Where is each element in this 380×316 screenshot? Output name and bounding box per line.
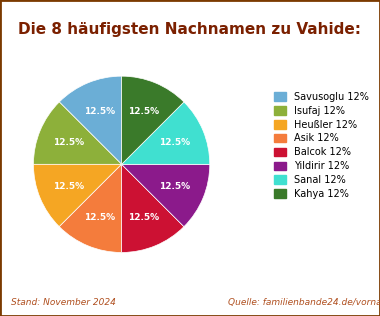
- Wedge shape: [33, 164, 122, 227]
- Wedge shape: [33, 102, 122, 164]
- Text: 12.5%: 12.5%: [159, 182, 190, 191]
- Text: 12.5%: 12.5%: [84, 107, 115, 116]
- Text: 12.5%: 12.5%: [53, 138, 84, 147]
- Text: Die 8 häufigsten Nachnamen zu Vahide:: Die 8 häufigsten Nachnamen zu Vahide:: [19, 22, 361, 37]
- Text: Stand: November 2024: Stand: November 2024: [11, 298, 116, 307]
- Wedge shape: [59, 76, 122, 164]
- Text: 12.5%: 12.5%: [128, 107, 159, 116]
- Wedge shape: [122, 164, 184, 252]
- Wedge shape: [122, 102, 210, 164]
- Text: 12.5%: 12.5%: [159, 138, 190, 147]
- Text: Quelle: familienbande24.de/vornamen/: Quelle: familienbande24.de/vornamen/: [228, 298, 380, 307]
- Text: 12.5%: 12.5%: [84, 213, 115, 222]
- Text: 12.5%: 12.5%: [53, 182, 84, 191]
- Wedge shape: [122, 164, 210, 227]
- Wedge shape: [59, 164, 122, 252]
- Text: 12.5%: 12.5%: [128, 213, 159, 222]
- Legend: Savusoglu 12%, Isufaj 12%, Heußler 12%, Asik 12%, Balcok 12%, Yildirir 12%, Sana: Savusoglu 12%, Isufaj 12%, Heußler 12%, …: [271, 89, 371, 202]
- Wedge shape: [122, 76, 184, 164]
